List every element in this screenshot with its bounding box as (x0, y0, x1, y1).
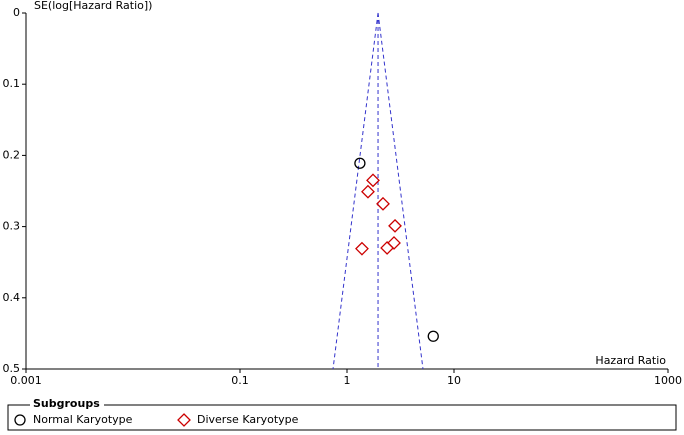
point (376, 196, 390, 211)
legend-box (7, 404, 677, 431)
point (361, 184, 375, 199)
point (387, 236, 401, 250)
x-tick-label: 0.1 (231, 374, 249, 387)
x-tick-label: 1 (344, 374, 351, 387)
point (354, 157, 366, 169)
y-tick-label: 0.5 (3, 362, 21, 375)
legend-marker (14, 414, 26, 426)
y-tick-label: 0.3 (3, 220, 21, 233)
y-tick-label: 0.2 (3, 148, 21, 161)
funnel-lower (332, 12, 379, 370)
legend-marker (177, 413, 191, 427)
point (388, 218, 402, 233)
point (366, 173, 380, 188)
x-tick-label: 1000 (654, 374, 682, 387)
y-tick-label: 0.1 (3, 77, 21, 90)
legend-title-bg (30, 398, 104, 410)
y-tick-label: 0.4 (3, 291, 21, 304)
legend-title: Subgroups (33, 397, 100, 410)
x-axis-label: Hazard Ratio (595, 354, 666, 367)
funnel-upper (377, 12, 424, 370)
point (427, 330, 439, 342)
legend-label: Normal Karyotype (33, 413, 133, 426)
x-tick-label: 0.001 (10, 374, 42, 387)
point (355, 241, 369, 256)
y-axis-label: SE(log[Hazard Ratio]) (34, 0, 152, 12)
y-tick-label: 0 (13, 6, 20, 19)
legend-label: Diverse Karyotype (197, 413, 299, 426)
x-tick-label: 10 (447, 374, 461, 387)
point (380, 241, 395, 255)
